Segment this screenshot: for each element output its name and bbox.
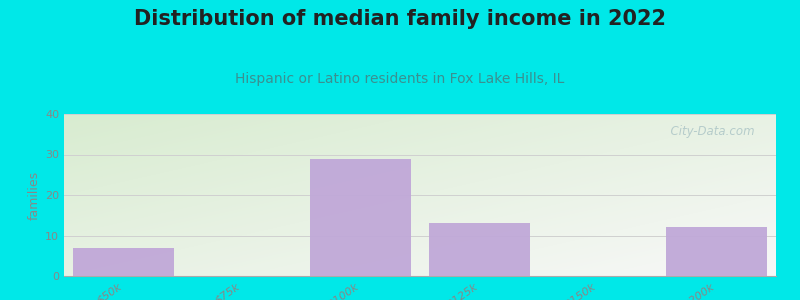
Bar — [429, 223, 530, 276]
Y-axis label: families: families — [28, 170, 41, 220]
Text: City-Data.com: City-Data.com — [663, 125, 754, 138]
Text: Distribution of median family income in 2022: Distribution of median family income in … — [134, 9, 666, 29]
Text: Hispanic or Latino residents in Fox Lake Hills, IL: Hispanic or Latino residents in Fox Lake… — [235, 72, 565, 86]
Bar — [310, 158, 411, 276]
Bar — [73, 248, 174, 276]
Bar — [666, 227, 767, 276]
